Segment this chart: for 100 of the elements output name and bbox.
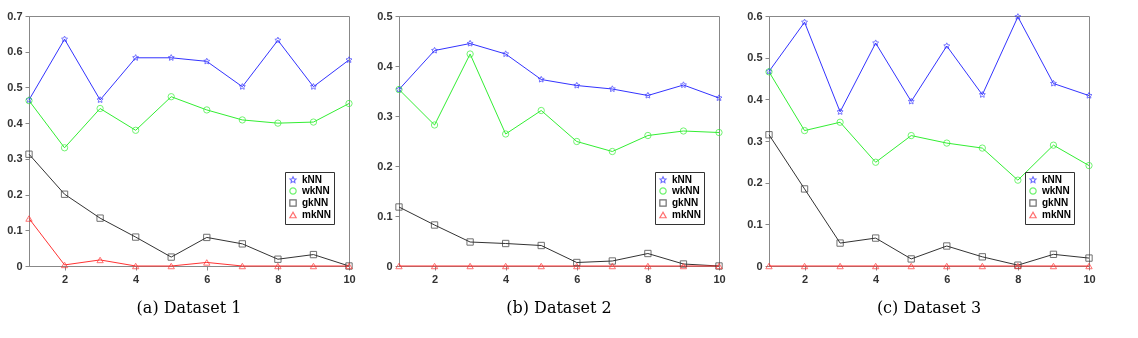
point (765, 131, 773, 139)
x-tick-label: 8 (645, 272, 652, 285)
point (537, 75, 545, 83)
point (274, 119, 282, 127)
point (60, 190, 69, 198)
point (715, 94, 723, 102)
y-tick-label: 0.3 (747, 134, 763, 147)
point (608, 147, 616, 156)
point (943, 139, 951, 147)
point (395, 203, 403, 211)
point (537, 241, 545, 250)
point (907, 97, 915, 105)
point (644, 249, 652, 258)
x-tick-label: 4 (503, 272, 511, 285)
point (203, 57, 211, 65)
point (309, 118, 318, 126)
point (395, 262, 403, 270)
point (60, 261, 69, 269)
legend-label: gkNN (672, 197, 699, 208)
point (1049, 79, 1057, 87)
legend-label: gkNN (302, 197, 329, 208)
text: (b) Dataset 2 (506, 298, 612, 317)
point (1049, 141, 1058, 149)
point (132, 262, 140, 270)
point (309, 83, 317, 90)
point (466, 262, 474, 270)
point (1014, 13, 1022, 20)
point (715, 128, 723, 137)
y-tick-label: 0.1 (377, 209, 393, 222)
y-tick-label: 0.4 (747, 92, 764, 105)
point (1085, 91, 1093, 99)
point (1049, 250, 1058, 258)
point (1049, 262, 1058, 270)
point (943, 42, 951, 50)
point (167, 262, 175, 270)
point (274, 262, 282, 270)
y-tick-label: 0 (386, 259, 393, 272)
x-tick-label: 6 (204, 272, 211, 285)
point (345, 99, 353, 108)
point (573, 262, 581, 270)
point (132, 54, 140, 61)
point (872, 234, 880, 242)
point (800, 126, 809, 135)
legend-label: wkNN (301, 185, 330, 196)
point (608, 257, 616, 265)
point (309, 250, 318, 259)
point (502, 239, 510, 248)
point (345, 56, 353, 63)
x-tick-label: 10 (1083, 272, 1096, 285)
point (132, 233, 140, 241)
point (943, 262, 951, 270)
point (907, 262, 915, 270)
point (203, 259, 211, 266)
point (502, 50, 510, 58)
y-tick-label: 0 (756, 259, 763, 272)
point (167, 253, 175, 261)
point (573, 137, 581, 146)
y-tick-label: 0.2 (747, 176, 763, 189)
point (238, 240, 246, 248)
point (274, 255, 282, 263)
point (431, 46, 439, 54)
point (765, 262, 773, 270)
y-tick-label: 0 (16, 259, 23, 272)
point (644, 91, 652, 99)
point (836, 262, 844, 270)
point (25, 215, 33, 222)
point (978, 262, 986, 270)
x-tick-label: 2 (61, 272, 69, 285)
point (430, 221, 439, 229)
point (466, 50, 474, 58)
point (203, 106, 211, 114)
point (430, 262, 439, 270)
point (872, 39, 880, 47)
point (943, 242, 951, 250)
x-tick-label: 10 (713, 272, 726, 285)
legend-label: mkNN (302, 209, 331, 220)
x-tick-label: 2 (801, 272, 809, 285)
y-tick-label: 0.4 (7, 116, 24, 129)
point (502, 130, 510, 138)
y-tick-label: 0.5 (7, 80, 23, 93)
point (502, 262, 510, 270)
point (872, 158, 880, 166)
point (96, 214, 104, 222)
point (644, 262, 652, 270)
y-tick-label: 0.4 (377, 59, 394, 72)
point (907, 131, 915, 140)
point (679, 127, 688, 135)
point (800, 262, 809, 270)
y-tick-label: 0.7 (7, 9, 23, 22)
point (132, 126, 140, 134)
point (274, 36, 282, 44)
point (800, 185, 809, 193)
point (573, 258, 581, 267)
point (238, 116, 246, 124)
point (836, 108, 844, 115)
legend-label: kNN (1042, 174, 1063, 185)
x-tick-label: 2 (431, 272, 439, 285)
point (537, 106, 545, 115)
point (238, 262, 246, 270)
point (836, 118, 844, 126)
